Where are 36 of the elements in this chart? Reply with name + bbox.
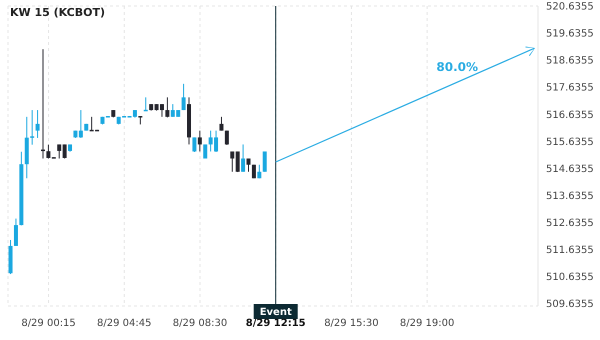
- y-tick-label: 510.6355: [546, 272, 594, 284]
- y-tick-label: 515.6355: [546, 136, 594, 148]
- y-tick-label: 520.6355: [546, 2, 594, 13]
- x-tick-label: 8/29 04:45: [97, 318, 152, 329]
- candlestick: [192, 136, 196, 153]
- annotation: 80.0%: [435, 60, 480, 74]
- y-tick-label: 511.6355: [546, 245, 594, 256]
- y-tick-label: 512.6355: [546, 218, 594, 230]
- x-tick-label: 8/29 12:15: [246, 318, 306, 329]
- x-tick-label: 8/29 08:30: [172, 318, 228, 329]
- y-tick-label: 517.6355: [546, 82, 594, 94]
- candlestick: [257, 164, 262, 179]
- candlestick: [182, 83, 186, 111]
- candlestick: [262, 150, 267, 172]
- y-tick-label: 519.6355: [546, 28, 594, 40]
- candlestick: [36, 110, 40, 138]
- ref-line-label: Event: [260, 307, 292, 318]
- chart-title: KW 15 (KCBOT): [10, 6, 106, 19]
- candlestick: [40, 48, 45, 160]
- y-tick-label: 513.6355: [546, 190, 594, 202]
- candlestick: [246, 158, 250, 172]
- x-tick-label: 8/29 00:15: [21, 318, 76, 329]
- candlestick: [241, 144, 246, 172]
- x-tick-label: 8/29 19:00: [400, 318, 454, 329]
- y-tick-label: 509.6355: [546, 299, 594, 310]
- y-tick-label: 516.6355: [546, 110, 594, 121]
- candlestick: [198, 130, 202, 152]
- candlestick: [14, 218, 18, 246]
- candlestick: [165, 96, 170, 118]
- candlestick: [219, 116, 224, 132]
- y-tick-label: 518.6355: [546, 56, 594, 67]
- x-tick-label: 8/29 15:30: [324, 318, 379, 329]
- candlestick: [252, 164, 256, 179]
- candlestick: [224, 130, 229, 146]
- y-tick-label: 514.6355: [546, 164, 594, 175]
- candlestick: [144, 96, 148, 112]
